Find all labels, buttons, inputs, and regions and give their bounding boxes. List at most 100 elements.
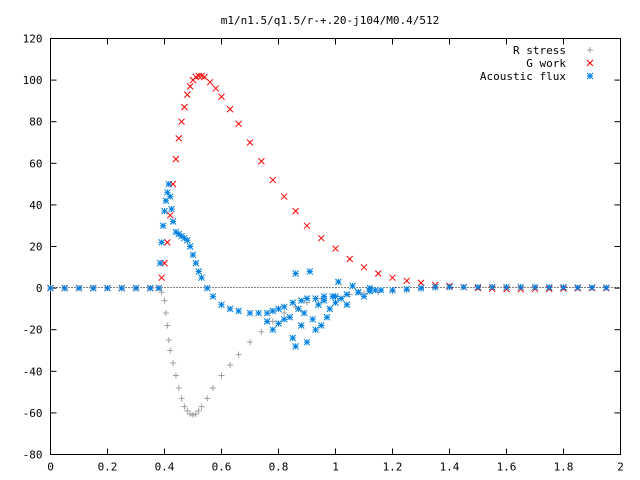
series-0-point xyxy=(181,403,188,410)
series-2-point xyxy=(366,287,374,295)
series-2-point xyxy=(269,326,277,334)
series-0-point xyxy=(187,410,194,417)
legend-label: G work xyxy=(526,57,566,70)
series-2-point xyxy=(118,284,126,292)
series-2-point xyxy=(309,315,317,323)
x-tick-label: 0.4 xyxy=(155,461,175,474)
series-0-point xyxy=(161,297,168,304)
series-1-point xyxy=(389,274,396,282)
series-0-point xyxy=(170,359,177,366)
series-1-point xyxy=(269,176,277,184)
series-2-point xyxy=(168,205,175,213)
series-2-point xyxy=(317,322,325,329)
series-2-point xyxy=(189,251,197,259)
series-2-point xyxy=(172,228,180,236)
series-2-point xyxy=(178,232,185,240)
series-2-point xyxy=(488,283,496,291)
series-2-point xyxy=(195,268,203,275)
series-2-point xyxy=(175,230,183,238)
series-1-point xyxy=(417,279,425,287)
series-2-point xyxy=(263,309,271,317)
series-2-point xyxy=(47,284,54,292)
series-2-point xyxy=(295,305,302,313)
series-0-point xyxy=(247,339,253,346)
series-2-point xyxy=(161,207,168,215)
series-2-point xyxy=(403,285,411,293)
legend-marker xyxy=(587,47,593,53)
x-tick-label: 0.8 xyxy=(269,461,289,474)
chart-title: m1/n1.5/q1.5/r-+.20-j104/M0.4/512 xyxy=(221,14,440,27)
series-2-point xyxy=(289,334,297,342)
x-tick-label: 1.2 xyxy=(383,461,403,474)
series-2-point xyxy=(332,299,339,307)
series-2-point xyxy=(297,322,305,329)
y-axis-ticks: -80 -60 -40 -20 0 20 40 60 80 100 120 xyxy=(23,33,621,462)
series-2-point xyxy=(292,342,299,350)
series-1 xyxy=(47,72,610,293)
series-2-point xyxy=(275,305,282,313)
series-2-point xyxy=(165,180,173,188)
series-2-point xyxy=(474,283,482,291)
series-2-point xyxy=(334,278,342,286)
series-1-point xyxy=(403,277,411,285)
series-2-point xyxy=(235,307,242,315)
series-2-point xyxy=(315,301,322,309)
series-1-point xyxy=(258,157,265,165)
series-2-point xyxy=(209,293,217,300)
series-1-point xyxy=(186,82,194,90)
series-0-point xyxy=(158,289,165,296)
series-0-point xyxy=(227,362,234,369)
series-2-point xyxy=(312,295,319,302)
series-2-point xyxy=(354,288,362,296)
series-0-point xyxy=(172,372,179,379)
series-1-point xyxy=(166,211,174,219)
series-1-point xyxy=(158,274,166,282)
series-1-point xyxy=(374,270,382,277)
series-2-point xyxy=(545,283,553,291)
series-2-point xyxy=(246,309,254,317)
series-1-point xyxy=(175,134,183,142)
series-2-point xyxy=(198,274,205,282)
x-tick-label: 0.2 xyxy=(98,461,118,474)
series-2-point xyxy=(320,297,328,304)
series-1-point xyxy=(195,72,203,80)
series-0-point xyxy=(192,410,199,417)
series-2-point xyxy=(372,286,379,294)
series-2-point xyxy=(280,315,288,323)
series-0-point xyxy=(258,328,265,335)
series-2-point xyxy=(186,243,194,250)
series-1-point xyxy=(292,207,299,215)
series-1-point xyxy=(346,255,354,263)
series-2-point xyxy=(560,283,567,291)
series-0-point xyxy=(195,407,202,414)
series-2-point xyxy=(158,238,166,246)
legend-marker xyxy=(586,72,594,80)
series-2-point xyxy=(303,338,311,346)
legend-label: R stress xyxy=(513,44,566,57)
series-2-point xyxy=(531,283,539,291)
series-2-point xyxy=(286,313,294,321)
series-2-point xyxy=(203,284,211,292)
series-1-point xyxy=(206,78,214,86)
series-2-point xyxy=(156,259,164,267)
series-1-point xyxy=(303,222,311,230)
y-tick-label: 120 xyxy=(23,33,43,46)
series-2-point xyxy=(303,295,311,302)
series-1-point xyxy=(172,155,180,163)
y-tick-label: 20 xyxy=(29,241,42,254)
series-2-point xyxy=(132,284,140,292)
y-tick-label: 0 xyxy=(36,282,43,295)
y-tick-label: -40 xyxy=(23,365,43,378)
series-2-point xyxy=(377,286,385,294)
series-1-point xyxy=(317,234,325,242)
series-2-point xyxy=(159,222,167,230)
series-0-point xyxy=(204,395,211,402)
series-2-point xyxy=(263,318,271,325)
series-0-point xyxy=(175,384,182,391)
series-2-point xyxy=(417,284,425,292)
x-tick-label: 2 xyxy=(617,461,624,474)
series-0-point xyxy=(235,351,242,358)
series-2-point xyxy=(343,301,351,309)
series-2-point xyxy=(280,303,288,311)
